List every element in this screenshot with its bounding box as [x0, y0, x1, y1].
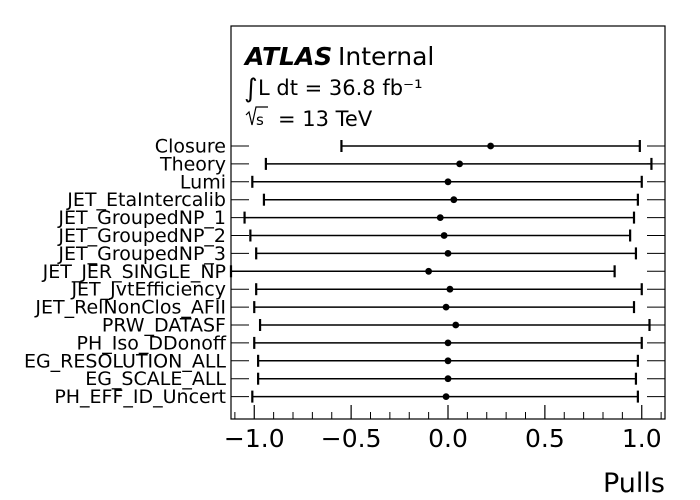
y-tick-label: JET_RelNonClos_AFII [34, 297, 226, 319]
error-bars [229, 140, 653, 403]
x-tick-label: −1.0 [224, 424, 285, 453]
x-axis-ticks: −1.0 −0.5 0.0 0.5 1.0 [224, 405, 662, 453]
y-tick-label: PH_EFF_ID_Uncert [54, 386, 226, 408]
y-tick-label: Closure [155, 136, 226, 158]
x-tick-label: 1.0 [622, 424, 662, 453]
pull-point [425, 267, 433, 275]
x-axis-label: Pulls [603, 468, 665, 499]
integral-symbol: ∫ [244, 74, 258, 104]
pull-point [452, 321, 460, 329]
pull-point [446, 285, 454, 293]
y-tick-label: JET_GroupedNP_1 [57, 207, 226, 229]
y-tick-label: PH_Iso_DDonoff [76, 332, 226, 354]
pull-point [436, 214, 444, 222]
y-tick-label: PRW_DATASF [102, 315, 226, 337]
y-tick-label: JET_JvtEfficiency [70, 279, 226, 301]
pull-point [444, 375, 452, 383]
y-tick-label: JET_GroupedNP_3 [57, 243, 226, 265]
lumi-label: ∫ L dt = 36.8 fb⁻¹ [244, 74, 423, 104]
atlas-experiment: ATLAS [243, 42, 332, 71]
pull-point [444, 339, 452, 347]
y-tick-label: JET_EtaIntercalib [66, 189, 226, 211]
atlas-label: ATLAS Internal [243, 42, 434, 71]
pull-point [444, 357, 452, 365]
sqrt-symbol [245, 106, 268, 126]
lumi-text: L dt = 36.8 fb⁻¹ [258, 76, 423, 100]
y-tick-label: EG_SCALE_ALL [85, 368, 226, 390]
x-tick-label: −0.5 [321, 424, 382, 453]
pull-point [456, 160, 464, 168]
y-tick-label: Lumi [180, 171, 226, 193]
y-tick-label: JET_JER_SINGLE_NP [42, 261, 226, 283]
pull-point [440, 232, 448, 239]
pull-point [442, 393, 450, 400]
pull-point [487, 142, 495, 150]
y-tick-labels: ClosureTheoryLumiJET_EtaIntercalibJET_Gr… [24, 136, 227, 409]
pull-point [450, 196, 458, 204]
pull-points [425, 142, 495, 400]
sqrt-s: s [256, 111, 264, 129]
pull-point [442, 303, 450, 311]
atlas-status: Internal [338, 42, 434, 71]
x-tick-label: 0.0 [428, 424, 468, 453]
y-tick-label: EG_RESOLUTION_ALL [24, 350, 226, 372]
pull-point [444, 250, 452, 257]
y-tick-label: Theory [159, 153, 226, 175]
x-tick-label: 0.5 [525, 424, 565, 453]
energy-text: = 13 TeV [278, 107, 373, 131]
pull-point [444, 178, 452, 186]
energy-label: s = 13 TeV [245, 106, 373, 131]
y-tick-label: JET_GroupedNP_2 [57, 225, 226, 247]
